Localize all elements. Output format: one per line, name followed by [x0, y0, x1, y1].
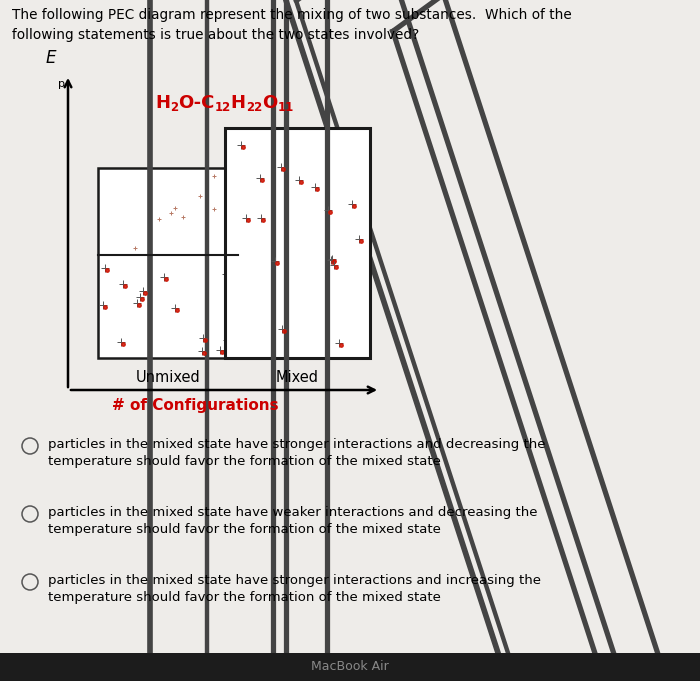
Text: E: E [46, 49, 57, 67]
Bar [0, 653, 700, 681]
Text: particles in the mixed state have stronger interactions and increasing the
tempe: particles in the mixed state have strong… [48, 574, 541, 604]
Bar [98, 168, 238, 358]
Bar [225, 128, 370, 358]
Text: The following PEC diagram represent the mixing of two substances.  Which of the: The following PEC diagram represent the … [12, 8, 572, 22]
Text: Unmixed: Unmixed [136, 370, 200, 385]
Text: O: O [262, 94, 277, 112]
Text: O-C: O-C [178, 94, 214, 112]
Text: # of Configurations: # of Configurations [112, 398, 279, 413]
Text: MacBook Air: MacBook Air [311, 661, 389, 674]
Text: particles in the mixed state have weaker interactions and decreasing the
tempera: particles in the mixed state have weaker… [48, 506, 538, 536]
Text: Mixed: Mixed [276, 370, 319, 385]
Text: following statements is true about the two states involved?: following statements is true about the t… [12, 28, 419, 42]
Text: 2: 2 [170, 101, 178, 114]
Text: 22: 22 [246, 101, 262, 114]
Text: 11: 11 [277, 101, 293, 114]
Text: 12: 12 [214, 101, 231, 114]
Text: particles in the mixed state have stronger interactions and decreasing the
tempe: particles in the mixed state have strong… [48, 438, 545, 468]
Text: H: H [155, 94, 170, 112]
Text: p: p [58, 79, 65, 89]
Text: H: H [231, 94, 246, 112]
